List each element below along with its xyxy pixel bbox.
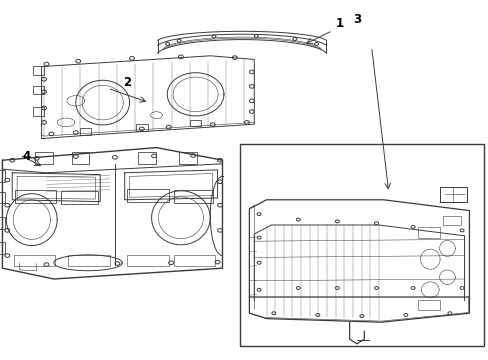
Bar — [68, 255, 110, 266]
Text: 4: 4 — [23, 150, 31, 163]
Text: 1: 1 — [335, 17, 343, 30]
Bar — [0, 170, 5, 182]
Bar — [442, 216, 460, 225]
Bar — [15, 190, 56, 203]
Text: 3: 3 — [352, 13, 360, 26]
Bar — [127, 189, 168, 202]
Bar — [0, 217, 5, 229]
Bar — [33, 66, 44, 75]
Bar — [0, 242, 5, 254]
Bar — [72, 152, 89, 164]
Bar — [138, 152, 155, 164]
Bar — [35, 152, 53, 164]
Bar — [127, 255, 168, 266]
Bar — [189, 120, 201, 126]
Bar — [173, 190, 212, 203]
Bar — [33, 107, 44, 116]
Bar — [33, 86, 44, 94]
Bar — [0, 192, 5, 203]
Bar — [173, 255, 215, 266]
Bar — [61, 191, 98, 204]
Bar — [179, 152, 197, 164]
Bar — [417, 300, 439, 310]
Bar — [239, 144, 483, 346]
Bar — [417, 227, 439, 238]
Text: 2: 2 — [123, 76, 131, 89]
Bar — [136, 124, 147, 131]
Bar — [14, 255, 55, 266]
Bar — [80, 128, 91, 135]
